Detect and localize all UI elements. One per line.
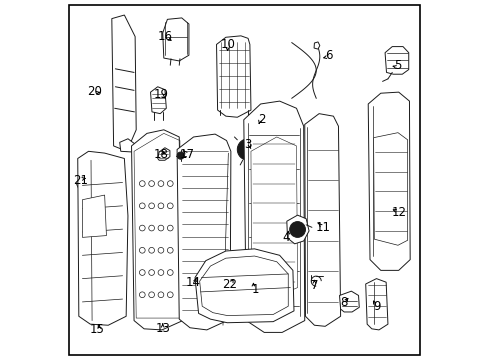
Text: 14: 14 xyxy=(186,276,201,289)
Polygon shape xyxy=(286,215,308,244)
Text: 10: 10 xyxy=(220,38,235,51)
Circle shape xyxy=(250,276,266,292)
Polygon shape xyxy=(313,42,319,49)
Text: 16: 16 xyxy=(158,30,173,43)
Text: 5: 5 xyxy=(393,59,401,72)
Polygon shape xyxy=(384,46,408,74)
Text: 9: 9 xyxy=(373,300,380,313)
Polygon shape xyxy=(244,101,304,332)
Polygon shape xyxy=(365,279,387,330)
Text: 1: 1 xyxy=(251,283,259,296)
Polygon shape xyxy=(112,15,136,151)
Polygon shape xyxy=(158,148,169,160)
Circle shape xyxy=(237,139,258,160)
Polygon shape xyxy=(150,87,166,114)
Text: 11: 11 xyxy=(315,221,329,234)
Polygon shape xyxy=(77,176,94,189)
Text: 17: 17 xyxy=(179,148,194,161)
Text: 15: 15 xyxy=(90,323,105,336)
Polygon shape xyxy=(82,195,106,237)
Polygon shape xyxy=(254,120,266,133)
Text: 18: 18 xyxy=(154,148,168,161)
Text: 3: 3 xyxy=(244,138,251,150)
Polygon shape xyxy=(373,133,407,245)
Text: 2: 2 xyxy=(258,113,265,126)
Polygon shape xyxy=(250,137,297,297)
Circle shape xyxy=(293,226,301,233)
Text: 22: 22 xyxy=(222,278,237,291)
Text: 13: 13 xyxy=(155,322,170,335)
Polygon shape xyxy=(195,249,293,323)
Polygon shape xyxy=(339,291,359,312)
Polygon shape xyxy=(216,36,250,117)
Text: 20: 20 xyxy=(87,85,102,98)
Polygon shape xyxy=(131,130,183,330)
Text: 8: 8 xyxy=(340,296,347,309)
Text: 12: 12 xyxy=(390,207,406,220)
Polygon shape xyxy=(304,114,340,326)
Circle shape xyxy=(289,222,305,237)
Circle shape xyxy=(241,143,254,156)
Polygon shape xyxy=(177,134,230,330)
Polygon shape xyxy=(247,271,271,297)
Circle shape xyxy=(255,280,262,288)
Circle shape xyxy=(177,152,184,159)
Polygon shape xyxy=(367,92,409,270)
Text: 4: 4 xyxy=(282,231,289,244)
Polygon shape xyxy=(120,139,135,152)
Text: 19: 19 xyxy=(154,88,168,101)
Polygon shape xyxy=(163,18,188,61)
Text: 21: 21 xyxy=(73,174,87,187)
Text: 7: 7 xyxy=(310,279,318,292)
Text: 6: 6 xyxy=(325,49,332,62)
Polygon shape xyxy=(78,151,128,325)
